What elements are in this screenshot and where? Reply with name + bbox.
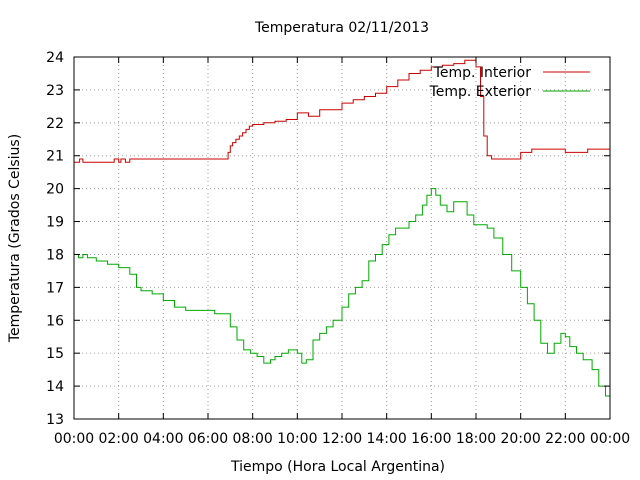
series-line-interior <box>74 59 610 163</box>
y-axis-label: Temperatura (Grados Celsius) <box>7 134 23 343</box>
series-lines <box>74 59 611 400</box>
y-tick-label: 18 <box>46 247 64 263</box>
x-tick-label: 08:00 <box>232 431 272 447</box>
x-tick-label: 22:00 <box>545 431 585 447</box>
y-tick-label: 23 <box>46 83 64 99</box>
y-tick-label: 20 <box>46 182 64 198</box>
series-line-exterior <box>74 188 611 400</box>
x-axis-label: Tiempo (Hora Local Argentina) <box>230 459 445 475</box>
x-tick-labels: 00:00 02:00 04:00 06:00 08:00 10:00 12:00 14:00… <box>54 431 630 447</box>
legend-label-interior: Temp. Interior <box>433 65 532 81</box>
x-tick-label: 04:00 <box>143 431 183 447</box>
legend-label-exterior: Temp. Exterior <box>429 84 532 100</box>
y-tick-label: 16 <box>46 313 64 329</box>
y-tick-labels: 13 14 15 16 17 18 19 20 21 22 23 24 <box>46 50 64 428</box>
x-tick-label: 02:00 <box>98 431 138 447</box>
grid <box>74 57 610 419</box>
y-tick-label: 22 <box>46 116 64 132</box>
ticks <box>73 56 611 420</box>
legend: Temp. Interior Temp. Exterior <box>429 65 590 100</box>
x-tick-label: 18:00 <box>456 431 496 447</box>
y-tick-label: 21 <box>46 149 64 165</box>
y-tick-label: 19 <box>46 215 64 231</box>
x-tick-label: 12:00 <box>322 431 362 447</box>
x-tick-label: 20:00 <box>500 431 540 447</box>
x-tick-label: 14:00 <box>366 431 406 447</box>
y-tick-label: 15 <box>46 346 64 362</box>
chart-title: Temperatura 02/11/2013 <box>254 20 429 36</box>
y-tick-label: 14 <box>46 379 64 395</box>
x-tick-label: 10:00 <box>277 431 317 447</box>
x-tick-label: 00:00 <box>54 431 94 447</box>
x-tick-label: 06:00 <box>188 431 228 447</box>
y-tick-label: 17 <box>46 280 64 296</box>
y-tick-label: 24 <box>46 50 64 66</box>
x-tick-label: 00:00 <box>590 431 630 447</box>
x-tick-label: 16:00 <box>411 431 451 447</box>
y-tick-label: 13 <box>46 412 64 428</box>
